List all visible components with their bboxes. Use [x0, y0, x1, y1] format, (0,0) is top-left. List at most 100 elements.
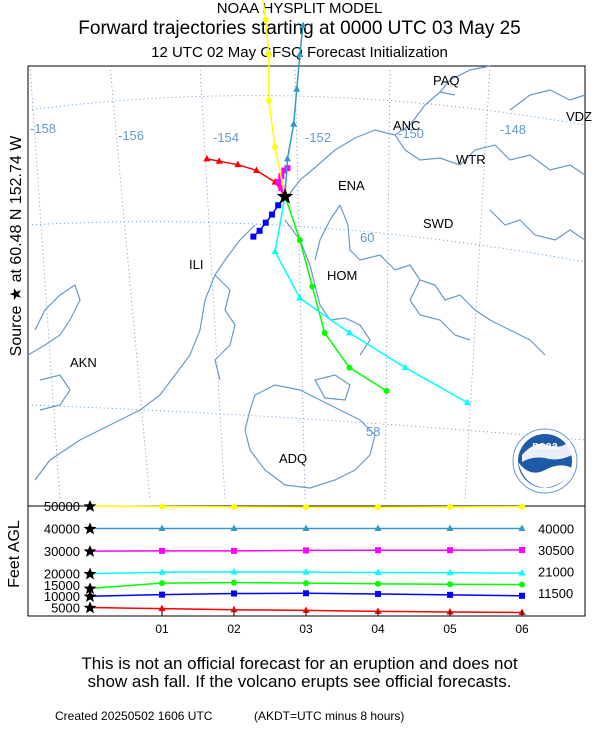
- height-ticks: 01 02 03 04 05 06 50000 40000 30000 2000015000100…: [44, 499, 574, 636]
- trajectory-point-20000-5: [463, 398, 471, 405]
- height-point-20000-6: [518, 568, 526, 576]
- height-point-10000-5: [447, 591, 453, 598]
- height-point-30000-6: [519, 546, 525, 553]
- height-left-label-15000: 15000: [44, 578, 80, 593]
- height-point-10000-4: [375, 590, 381, 597]
- trajectory-point-10000-2: [268, 211, 275, 218]
- trajectory-path-20000: [274, 195, 468, 404]
- lon-label-152: -152: [305, 130, 331, 145]
- trajectory-point-30000-2: [275, 179, 282, 186]
- place-wtr: WTR: [456, 152, 486, 167]
- place-vdz: VDZ: [566, 109, 592, 124]
- trajectory-path-5000: [206, 158, 286, 197]
- graticule: [27, 65, 586, 501]
- place-swd: SWD: [423, 216, 453, 231]
- height-left-label-30000: 30000: [44, 544, 80, 559]
- height-right-label-30500: 30500: [538, 543, 574, 558]
- height-point-10000-1: [159, 591, 165, 598]
- height-point-40000-4: [374, 524, 382, 532]
- trajectory-point-50000-3: [265, 51, 272, 58]
- height-left-label-40000: 40000: [44, 522, 80, 537]
- place-akn: AKN: [70, 355, 97, 370]
- height-point-30000-1: [159, 547, 165, 554]
- x-tick-label-03: 03: [299, 622, 313, 636]
- coastline: [27, 65, 586, 489]
- height-point-50000-6: [519, 503, 525, 510]
- height-point-5000-4: [374, 607, 382, 614]
- trajectory-point-15000-3: [321, 329, 328, 336]
- x-tick-label-01: 01: [155, 622, 169, 636]
- height-point-50000-1: [159, 503, 165, 510]
- height-point-20000-4: [374, 568, 382, 576]
- height-point-15000-1: [159, 580, 165, 587]
- height-point-15000-3: [303, 580, 309, 587]
- x-tick-label-05: 05: [443, 622, 457, 636]
- trajectory-point-20000-4: [401, 363, 409, 371]
- lon-label-158: -158: [30, 121, 56, 136]
- trajectory-path-40000: [284, 25, 304, 197]
- trajectory-point-15000-1: [296, 237, 303, 244]
- height-left-label-20000: 20000: [44, 567, 80, 582]
- lon-label-156: -156: [118, 128, 144, 143]
- trajectory-point-50000-4: [262, 16, 269, 23]
- trajectory-point-30000-4: [281, 167, 288, 174]
- trajectory-point-40000-2: [290, 120, 298, 127]
- height-start-star-15000: [83, 582, 97, 595]
- trajectory-point-50000-2: [265, 97, 272, 104]
- trajectory-point-40000-5: [299, 21, 307, 28]
- trajectory-point-5000-4: [215, 157, 223, 164]
- source-star: [276, 188, 294, 204]
- lat-label-60: 60: [360, 230, 374, 245]
- x-tick-label-04: 04: [371, 622, 385, 636]
- height-point-10000-3: [303, 590, 309, 597]
- place-hom: HOM: [327, 268, 357, 283]
- height-start-star-40000: [83, 522, 97, 535]
- height-point-20000-1: [158, 568, 166, 575]
- time-zone-note: (AKDT=UTC minus 8 hours): [254, 709, 405, 723]
- lon-label-150: -150: [398, 126, 424, 141]
- height-point-30000-2: [231, 547, 237, 554]
- height-point-30000-4: [375, 547, 381, 554]
- height-point-50000-2: [231, 503, 237, 510]
- trajectory-point-15000-5: [383, 387, 390, 394]
- noaa-logo-text: noaa: [532, 440, 559, 452]
- height-point-5000-3: [302, 606, 310, 613]
- x-tick-label-06: 06: [515, 622, 529, 636]
- trajectory-point-10000-4: [256, 227, 263, 234]
- place-anc: ANC: [393, 118, 420, 133]
- trajectory-path-50000: [262, 0, 286, 197]
- height-point-20000-2: [230, 567, 238, 575]
- height-point-5000-1: [158, 604, 166, 612]
- trajectory-point-15000-4: [346, 364, 353, 371]
- height-left-label-10000: 10000: [44, 589, 80, 604]
- height-point-10000-2: [231, 590, 237, 597]
- trajectory-point-5000-2: [252, 166, 260, 173]
- height-point-50000-3: [303, 504, 309, 511]
- height-point-40000-2: [230, 524, 238, 532]
- trajectory-point-15000-2: [309, 283, 316, 290]
- height-point-50000-5: [447, 503, 453, 510]
- trajectory-point-40000-4: [296, 50, 304, 57]
- trajectory-point-10000-1: [275, 202, 282, 209]
- trajectory-path-15000: [284, 195, 388, 392]
- height-point-15000-6: [519, 581, 525, 588]
- height-point-15000-4: [375, 580, 381, 587]
- height-start-star-20000: [83, 567, 97, 580]
- trajectory-point-30000-1: [278, 184, 285, 191]
- header-line-1: NOAA HYSPLIT MODEL: [216, 0, 383, 17]
- trajectory-point-40000-1: [283, 154, 291, 162]
- height-point-20000-3: [302, 568, 310, 575]
- noaa-logo: noaa: [512, 428, 578, 494]
- lon-label-154: -154: [213, 130, 239, 145]
- height-point-30000-5: [447, 547, 453, 554]
- height-right-label-21000: 21000: [538, 564, 574, 579]
- height-point-30000-3: [303, 547, 309, 554]
- height-point-40000-3: [302, 524, 310, 532]
- height-start-star-30000: [83, 545, 97, 557]
- place-ena: ENA: [338, 178, 365, 193]
- trajectory-point-10000-3: [262, 219, 269, 226]
- height-point-40000-6: [518, 524, 526, 532]
- lon-label-148: -148: [500, 122, 526, 137]
- height-point-5000-2: [230, 605, 238, 613]
